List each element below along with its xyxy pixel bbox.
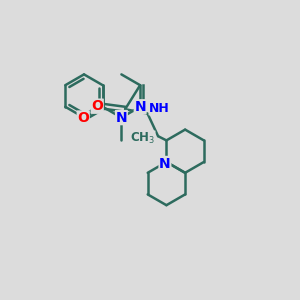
- Text: N: N: [116, 111, 127, 124]
- Text: N: N: [159, 157, 171, 170]
- Text: O: O: [91, 99, 103, 113]
- Text: N: N: [134, 100, 146, 114]
- Text: O: O: [77, 111, 89, 125]
- Text: CH$_3$: CH$_3$: [130, 131, 155, 146]
- Text: NH: NH: [149, 102, 170, 115]
